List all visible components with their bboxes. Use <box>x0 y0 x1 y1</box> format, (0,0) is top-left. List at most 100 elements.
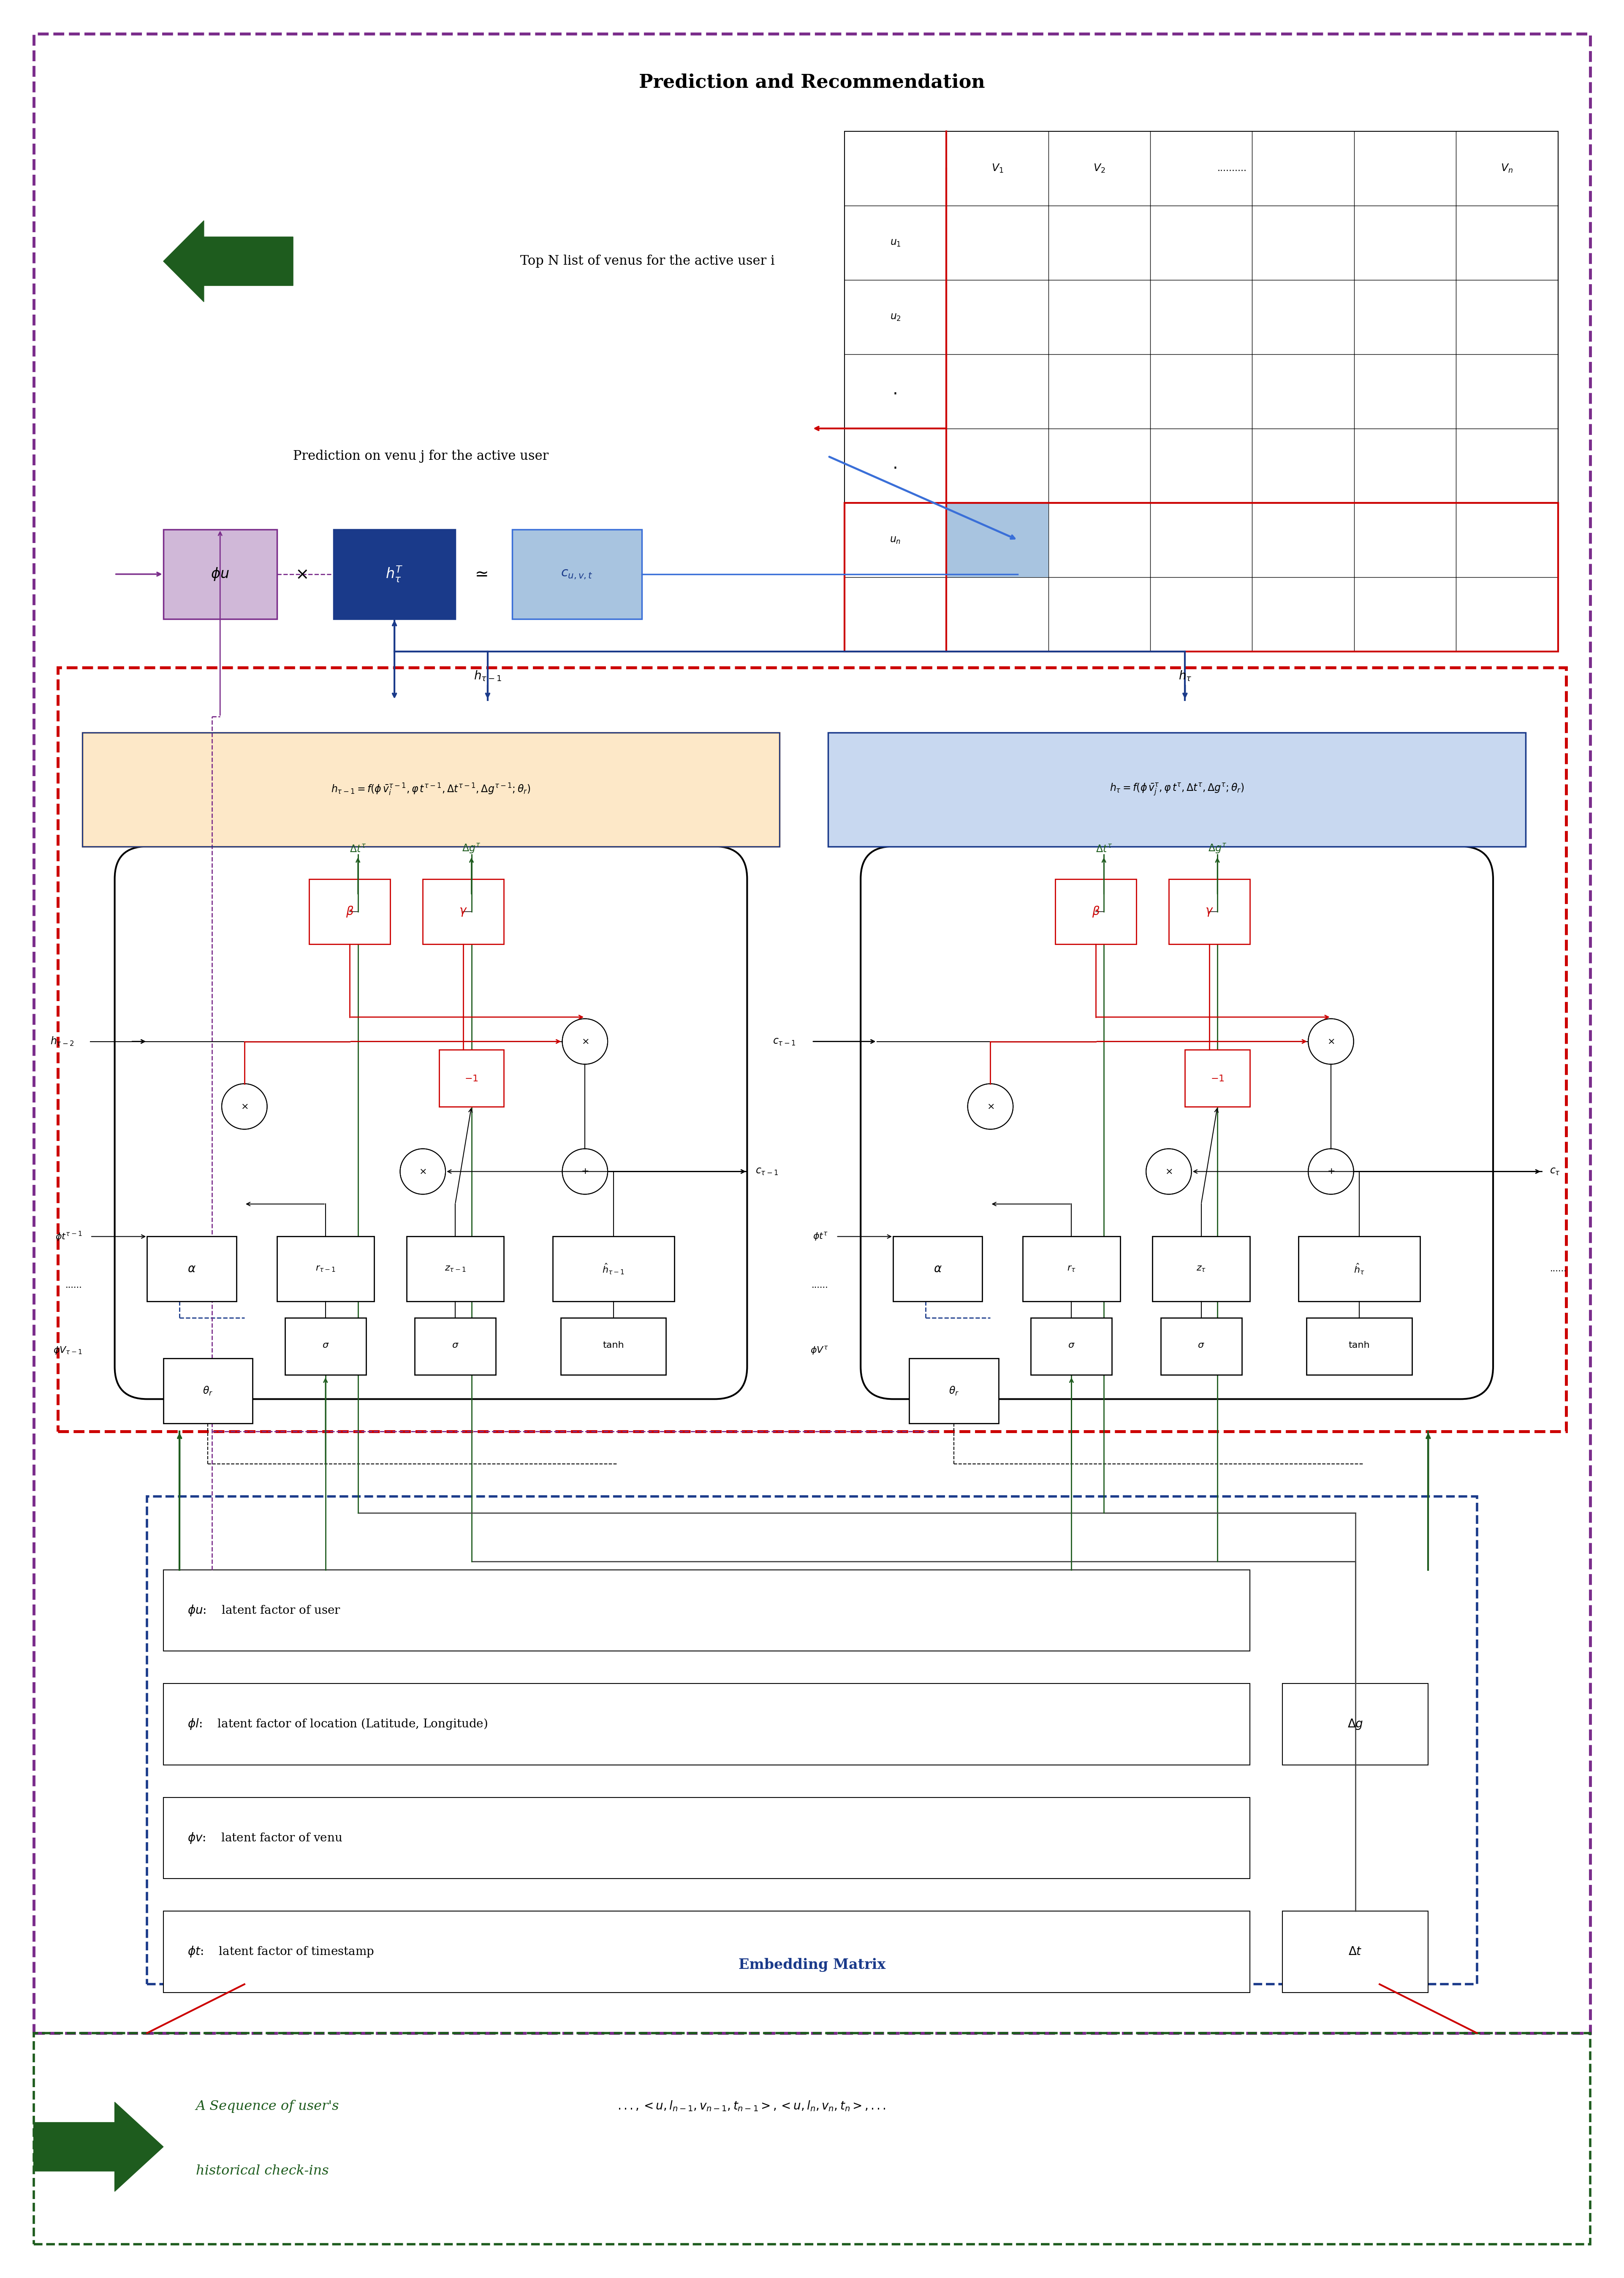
FancyBboxPatch shape <box>164 1358 252 1424</box>
FancyBboxPatch shape <box>861 847 1492 1399</box>
Text: A Sequence of user's: A Sequence of user's <box>197 2100 339 2112</box>
Text: $\phi v$:    latent factor of venu: $\phi v$: latent factor of venu <box>188 1832 343 1845</box>
Text: tanh: tanh <box>1348 1342 1371 1349</box>
FancyBboxPatch shape <box>414 1317 495 1374</box>
Circle shape <box>562 1148 607 1194</box>
Bar <box>947 503 1049 576</box>
FancyBboxPatch shape <box>164 1683 1250 1765</box>
FancyBboxPatch shape <box>828 734 1525 847</box>
FancyBboxPatch shape <box>438 1050 503 1107</box>
Text: $\times$: $\times$ <box>987 1103 994 1112</box>
Text: $\gamma$: $\gamma$ <box>1205 907 1213 918</box>
Text: $\phi t^{\tau}$: $\phi t^{\tau}$ <box>814 1230 828 1242</box>
Text: $\phi t$:    latent factor of timestamp: $\phi t$: latent factor of timestamp <box>188 1945 374 1959</box>
FancyBboxPatch shape <box>909 1358 999 1424</box>
Text: $r_{\tau-1}$: $r_{\tau-1}$ <box>315 1264 336 1273</box>
Text: $u_1$: $u_1$ <box>890 237 901 248</box>
Circle shape <box>222 1084 266 1130</box>
FancyBboxPatch shape <box>1299 1237 1419 1301</box>
Text: ......: ...... <box>65 1280 83 1289</box>
Text: $\gamma$: $\gamma$ <box>460 907 468 918</box>
FancyBboxPatch shape <box>284 1317 365 1374</box>
Circle shape <box>400 1148 445 1194</box>
FancyBboxPatch shape <box>164 1797 1250 1879</box>
Circle shape <box>1147 1148 1192 1194</box>
Text: $V_1$: $V_1$ <box>991 162 1004 173</box>
FancyBboxPatch shape <box>422 879 503 943</box>
FancyBboxPatch shape <box>1153 1237 1250 1301</box>
Text: $\times$: $\times$ <box>1164 1166 1173 1175</box>
Text: Prediction on venu j for the active user: Prediction on venu j for the active user <box>292 449 549 462</box>
FancyBboxPatch shape <box>309 879 390 943</box>
FancyBboxPatch shape <box>552 1237 674 1301</box>
Text: .: . <box>893 387 898 396</box>
Text: $\times$: $\times$ <box>296 567 307 583</box>
FancyBboxPatch shape <box>276 1237 374 1301</box>
Text: $c_{\tau-1}$: $c_{\tau-1}$ <box>755 1166 778 1175</box>
FancyBboxPatch shape <box>164 1911 1250 1993</box>
FancyBboxPatch shape <box>333 528 455 620</box>
Text: $c_{u,v,t}$: $c_{u,v,t}$ <box>560 567 593 581</box>
FancyBboxPatch shape <box>560 1317 666 1374</box>
FancyBboxPatch shape <box>1283 1911 1427 1993</box>
FancyBboxPatch shape <box>164 1570 1250 1652</box>
Text: $\phi V_{\tau-1}$: $\phi V_{\tau-1}$ <box>54 1346 83 1355</box>
Text: $\hat{h}_{\tau}$: $\hat{h}_{\tau}$ <box>1354 1262 1364 1276</box>
Text: .: . <box>893 460 898 472</box>
Text: $r_{\tau}$: $r_{\tau}$ <box>1067 1264 1075 1273</box>
FancyBboxPatch shape <box>512 528 641 620</box>
Text: $z_{\tau}$: $z_{\tau}$ <box>1197 1264 1207 1273</box>
FancyBboxPatch shape <box>83 734 780 847</box>
Text: $-1$: $-1$ <box>464 1075 479 1082</box>
Text: $-1$: $-1$ <box>1210 1075 1224 1082</box>
FancyBboxPatch shape <box>893 1237 983 1301</box>
FancyBboxPatch shape <box>406 1237 503 1301</box>
Text: $\theta_r$: $\theta_r$ <box>203 1385 213 1396</box>
Text: $\beta$: $\beta$ <box>1091 904 1099 918</box>
Text: historical check-ins: historical check-ins <box>197 2164 328 2178</box>
Text: $\Delta g$: $\Delta g$ <box>1348 1718 1363 1731</box>
Text: $h_{\tau}$: $h_{\tau}$ <box>1179 670 1192 681</box>
Text: $\Delta t^\tau$: $\Delta t^\tau$ <box>1096 845 1112 854</box>
Text: tanh: tanh <box>603 1342 624 1349</box>
Text: $\simeq$: $\simeq$ <box>471 567 487 583</box>
Text: $\sigma$: $\sigma$ <box>1069 1342 1075 1349</box>
Text: $\alpha$: $\alpha$ <box>187 1262 197 1276</box>
Text: $...,<u,l_{n-1},v_{n-1},t_{n-1}>,<u,l_n,v_n,t_n>,...$: $...,<u,l_{n-1},v_{n-1},t_{n-1}>,<u,l_n,… <box>617 2100 885 2112</box>
Text: Embedding Matrix: Embedding Matrix <box>739 1957 885 1973</box>
Text: $\times$: $\times$ <box>581 1036 588 1046</box>
Text: $h_{\tau-1}=f(\phi\,\bar{v}^{\tau-1}_i,\varphi\,t^{\tau-1},\Delta t^{\tau-1},\De: $h_{\tau-1}=f(\phi\,\bar{v}^{\tau-1}_i,\… <box>331 781 531 797</box>
Circle shape <box>1309 1148 1354 1194</box>
FancyBboxPatch shape <box>1186 1050 1250 1107</box>
Text: $\sigma$: $\sigma$ <box>1197 1342 1205 1349</box>
FancyBboxPatch shape <box>1283 1683 1427 1765</box>
Text: ......: ...... <box>1549 1264 1567 1273</box>
FancyBboxPatch shape <box>1056 879 1137 943</box>
Text: Prediction and Recommendation: Prediction and Recommendation <box>638 73 986 91</box>
Text: $\hat{h}_{\tau-1}$: $\hat{h}_{\tau-1}$ <box>603 1262 625 1276</box>
Text: $c_{\tau-1}$: $c_{\tau-1}$ <box>773 1036 796 1046</box>
Text: $\beta$: $\beta$ <box>346 904 354 918</box>
Text: $h_{\tau}=f(\phi\,\bar{v}^{\tau}_j,\varphi\,t^{\tau},\Delta t^{\tau},\Delta g^{\: $h_{\tau}=f(\phi\,\bar{v}^{\tau}_j,\varp… <box>1109 781 1244 797</box>
FancyBboxPatch shape <box>1031 1317 1112 1374</box>
Text: $+$: $+$ <box>1327 1166 1335 1175</box>
Text: $h_{\tau-2}$: $h_{\tau-2}$ <box>50 1036 75 1048</box>
Text: $\phi V^{\tau}$: $\phi V^{\tau}$ <box>810 1344 828 1355</box>
Text: $c_{\tau}$: $c_{\tau}$ <box>1549 1166 1561 1175</box>
Text: $z_{\tau-1}$: $z_{\tau-1}$ <box>445 1264 466 1273</box>
Text: $\phi t^{\tau-1}$: $\phi t^{\tau-1}$ <box>55 1230 83 1244</box>
Text: $\Delta g^\tau$: $\Delta g^\tau$ <box>1208 843 1226 854</box>
Circle shape <box>968 1084 1013 1130</box>
Text: $\times$: $\times$ <box>1327 1036 1335 1046</box>
Text: $h_{\tau-1}$: $h_{\tau-1}$ <box>474 670 502 681</box>
FancyBboxPatch shape <box>115 847 747 1399</box>
FancyBboxPatch shape <box>844 132 1557 652</box>
Text: $u_n$: $u_n$ <box>890 535 901 544</box>
Text: $\alpha$: $\alpha$ <box>934 1262 942 1276</box>
Text: $\times$: $\times$ <box>419 1166 427 1175</box>
Text: $\theta_r$: $\theta_r$ <box>948 1385 960 1396</box>
Circle shape <box>562 1018 607 1064</box>
Text: $h_\tau^T$: $h_\tau^T$ <box>385 565 403 583</box>
Text: $u_2$: $u_2$ <box>890 312 901 321</box>
FancyArrow shape <box>164 221 292 303</box>
